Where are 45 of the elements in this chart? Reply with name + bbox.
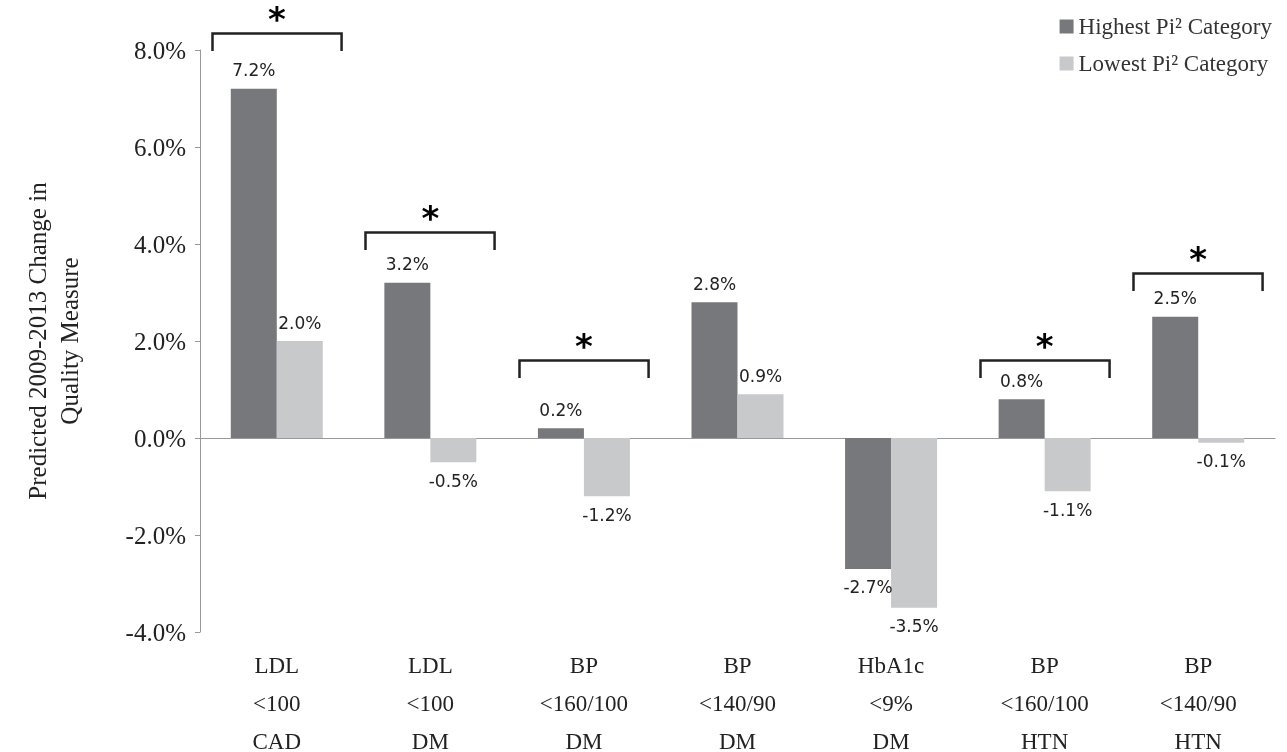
data-label: 7.2% bbox=[232, 60, 276, 81]
y-tick-label: -2.0% bbox=[125, 521, 186, 549]
x-tick-label: LDL <100 DM bbox=[406, 652, 455, 752]
bar bbox=[1044, 438, 1091, 492]
x-tick-label: BP <160/100 DM bbox=[539, 652, 629, 752]
y-tick-label: 2.0% bbox=[133, 327, 186, 355]
x-tick-label: BP <140/90 HTN bbox=[1159, 652, 1237, 752]
bar bbox=[998, 399, 1045, 438]
legend-label: Lowest Pi² Category bbox=[1078, 51, 1269, 76]
y-tick-label: -4.0% bbox=[125, 618, 186, 646]
data-label: 0.9% bbox=[738, 365, 783, 386]
bar bbox=[845, 438, 892, 569]
x-tick-label: HbA1c <9% DM bbox=[857, 652, 925, 752]
data-label: -2.7% bbox=[843, 577, 893, 598]
bar bbox=[1198, 438, 1245, 443]
legend-label: Highest Pi² Category bbox=[1078, 14, 1273, 39]
data-label: -0.5% bbox=[428, 470, 479, 491]
y-axis-title: Predicted 2009-2013 Change in Quality Measure bbox=[23, 181, 83, 500]
x-tick-label: LDL <100 CAD bbox=[252, 652, 302, 752]
data-label: 3.2% bbox=[385, 254, 429, 275]
bar bbox=[583, 438, 630, 497]
bar bbox=[691, 302, 738, 438]
x-tick-label: BP <160/100 HTN bbox=[1000, 652, 1089, 752]
data-label: -0.1% bbox=[1196, 451, 1246, 472]
bar bbox=[737, 394, 784, 438]
data-label: -3.5% bbox=[889, 616, 939, 637]
x-tick-label: BP <140/90 DM bbox=[699, 652, 776, 752]
bar bbox=[891, 438, 938, 608]
bar bbox=[430, 438, 477, 463]
data-label: -1.1% bbox=[1042, 499, 1093, 520]
bar bbox=[230, 88, 277, 438]
data-label: 2.0% bbox=[278, 312, 322, 333]
bar bbox=[276, 341, 323, 438]
bar bbox=[384, 282, 431, 438]
bar bbox=[537, 428, 584, 438]
significance-bracket: * bbox=[210, 5, 343, 51]
y-tick-label: 8.0% bbox=[133, 36, 186, 64]
bar bbox=[1152, 316, 1199, 438]
data-label: 2.8% bbox=[692, 273, 737, 294]
y-tick-label: 4.0% bbox=[133, 230, 186, 258]
annotation: * bbox=[1034, 326, 1055, 367]
y-tick-label: 0.0% bbox=[133, 424, 186, 452]
data-label: 0.2% bbox=[539, 399, 583, 420]
data-label: -1.2% bbox=[582, 504, 632, 525]
y-tick-label: 6.0% bbox=[133, 133, 186, 161]
